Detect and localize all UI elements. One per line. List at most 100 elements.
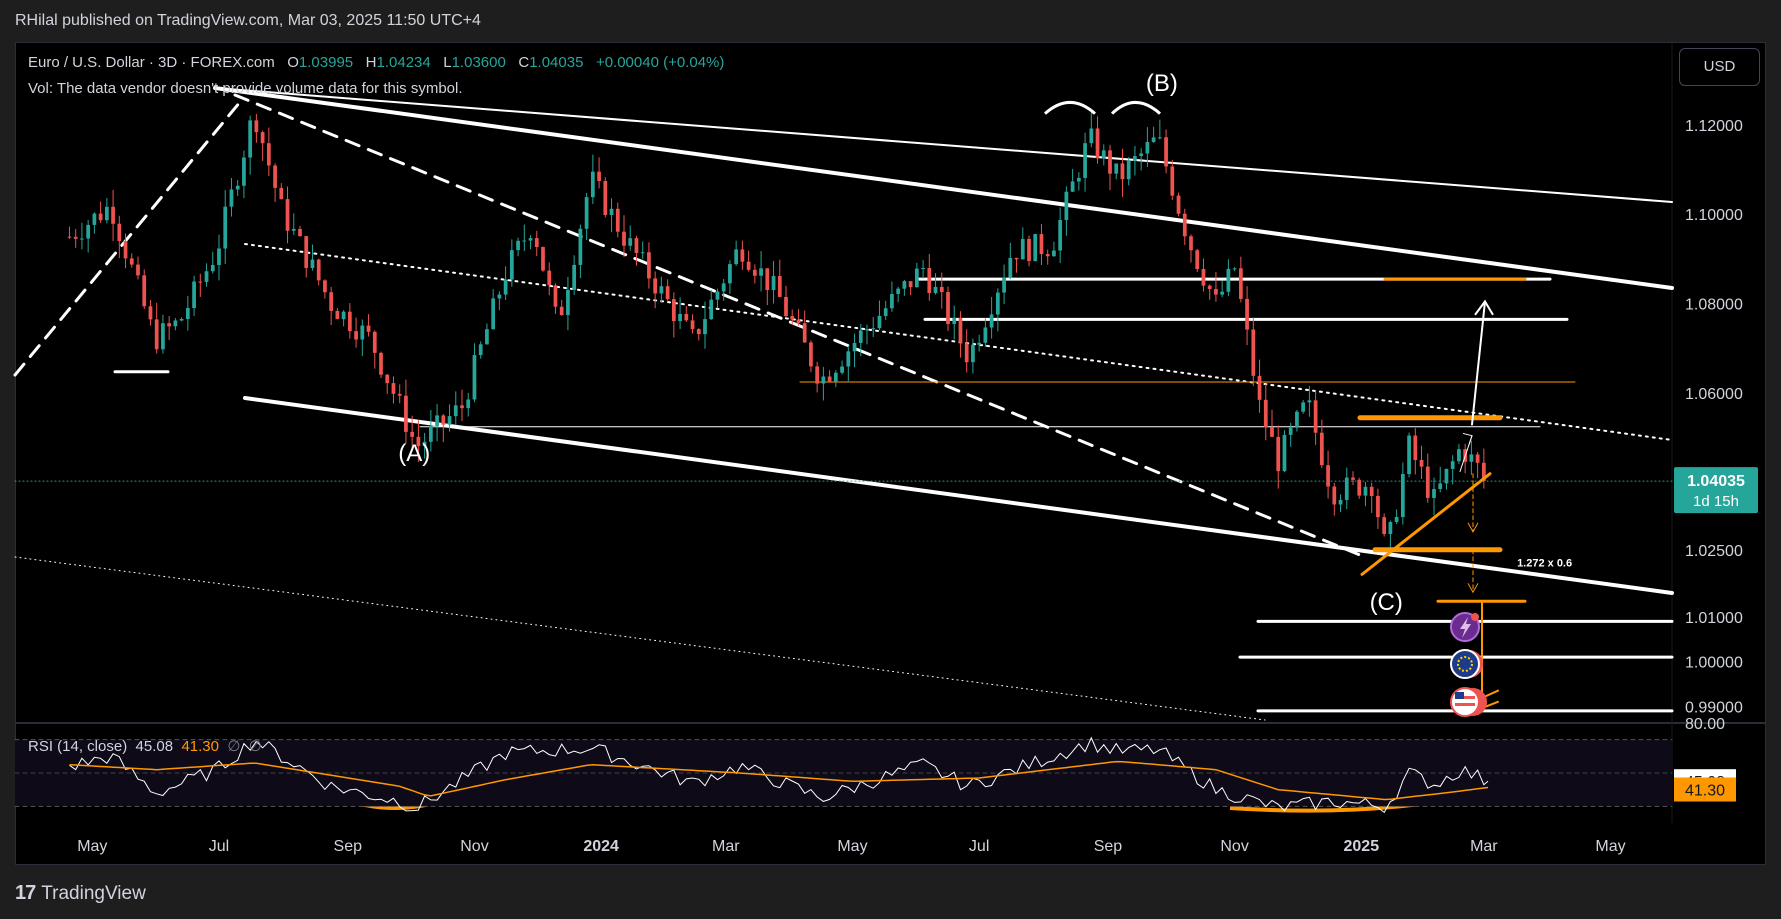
rsi-ma-badge	[1674, 777, 1736, 802]
candle-body	[1382, 517, 1387, 534]
outer-dotted-line[interactable]	[14, 556, 1266, 721]
candle-body	[1101, 150, 1106, 159]
candle-body	[123, 241, 128, 259]
rsi-ma-value: 41.30	[181, 738, 219, 755]
candle-body	[92, 213, 97, 225]
candle-body	[559, 306, 564, 316]
target-arrow-shaft[interactable]	[1471, 300, 1486, 426]
candle-body	[410, 431, 415, 437]
rsi-legend[interactable]: RSI (14, close) 45.08 41.30 ∅ ∅	[28, 737, 262, 755]
candle-body	[709, 299, 714, 320]
dashed-wave-line[interactable]	[233, 93, 1362, 557]
candle-body	[609, 208, 614, 216]
orange-arrowhead-1	[1467, 522, 1479, 533]
candle-body	[659, 286, 664, 294]
candle-body	[971, 344, 975, 363]
candle-body	[939, 286, 944, 293]
lower-channel-line[interactable]	[243, 396, 1674, 595]
candle-body	[821, 376, 826, 384]
candle-body	[335, 310, 340, 320]
candle-body	[1288, 427, 1293, 435]
candle-body	[298, 228, 302, 237]
candle-body	[129, 258, 134, 265]
dashed-impulse-line[interactable]	[13, 100, 242, 377]
candle-body	[1126, 160, 1131, 180]
candle-body	[746, 261, 751, 270]
currency-button[interactable]: USD	[1679, 48, 1760, 86]
candle-body	[1363, 486, 1368, 496]
candle-body	[790, 316, 795, 320]
candle-body	[1076, 177, 1081, 182]
candle-body	[1270, 427, 1274, 437]
us-flag-event-icon[interactable]	[1450, 687, 1487, 717]
candle-body	[1438, 483, 1443, 490]
candle-body	[528, 238, 533, 241]
candle-body	[1151, 137, 1156, 143]
b-arc-left[interactable]	[1044, 100, 1096, 115]
candle-body	[1351, 477, 1355, 480]
candle-body	[802, 323, 807, 343]
candle-body	[765, 268, 770, 291]
candle-body	[603, 181, 608, 216]
rsi-ma-line[interactable]	[69, 760, 1489, 801]
time-axis-tick: May	[77, 838, 107, 855]
candle-body	[1020, 238, 1025, 260]
candle-body	[995, 292, 1000, 315]
candle-body	[460, 405, 464, 409]
candle-body	[223, 206, 228, 249]
close-value: 1.04035	[529, 54, 584, 71]
candle-body	[1058, 219, 1063, 251]
dotted-trendline[interactable]	[244, 243, 1673, 441]
candle-body	[541, 247, 545, 271]
candle-body	[1176, 195, 1181, 214]
candle-body	[372, 331, 377, 353]
candle-body	[721, 283, 726, 292]
candle-body	[104, 206, 109, 221]
candle-body	[1313, 400, 1318, 433]
rsi-line[interactable]	[69, 736, 1489, 814]
candle-body	[522, 240, 527, 242]
candle-body	[497, 294, 502, 299]
candle-body	[1232, 268, 1237, 270]
rsi-axis-tick: 80.00	[1685, 716, 1725, 733]
candle-body	[1201, 269, 1206, 286]
candle-body	[1369, 486, 1374, 496]
middle-channel-line[interactable]	[213, 86, 1674, 290]
wave-label: (C)	[1370, 589, 1403, 616]
lightning-event-icon[interactable]	[1450, 612, 1480, 642]
open-value: 1.03995	[298, 54, 354, 71]
candle-body	[167, 323, 172, 327]
b-arc-right[interactable]	[1110, 100, 1161, 115]
eu-flag-event-icon[interactable]	[1450, 649, 1483, 679]
candle-body	[690, 320, 695, 330]
candle-body	[1251, 329, 1256, 376]
time-axis-tick: Sep	[334, 838, 363, 855]
candle-body	[1307, 400, 1312, 403]
candle-body	[852, 342, 857, 352]
candle-body	[871, 328, 876, 330]
candle-body	[148, 306, 153, 320]
candle-body	[1469, 454, 1474, 462]
candle-body	[833, 372, 838, 382]
candle-body	[752, 269, 757, 276]
candle-body	[217, 248, 221, 266]
candle-body	[653, 278, 658, 294]
candle-body	[1450, 461, 1455, 469]
candle-body	[703, 319, 707, 335]
candle-body	[266, 143, 271, 166]
candle-body	[416, 436, 421, 447]
tradingview-logo[interactable]: 17 TradingView	[15, 882, 146, 905]
candle-body	[647, 252, 651, 279]
small-up-arrowhead	[1462, 432, 1473, 445]
candle-body	[73, 236, 78, 239]
symbol-legend[interactable]: Euro / U.S. Dollar · 3D · FOREX.com O1.0…	[28, 54, 724, 71]
candle-body	[310, 259, 315, 268]
candle-body	[890, 293, 894, 309]
orange-rising-trendline[interactable]	[1360, 472, 1492, 576]
candle-body	[1357, 479, 1362, 496]
candle-body	[304, 236, 309, 268]
candle-body	[285, 199, 290, 231]
candle-body	[547, 270, 552, 286]
upper-channel-line[interactable]	[214, 87, 1673, 203]
